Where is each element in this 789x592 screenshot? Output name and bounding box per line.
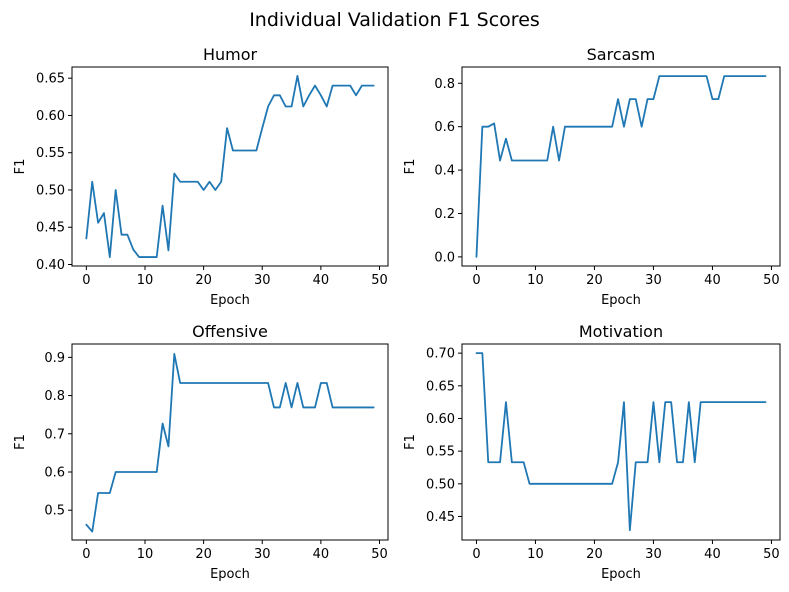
y-tick-label: 0.65	[36, 72, 65, 87]
panel-offensive: Offensive 0 10 20 30 40 50 0.5 0.6 0.7 0.8 0.9 Epoch…	[13, 322, 389, 582]
x-axis-label: Epoch	[601, 293, 641, 308]
x-tick-label: 0	[82, 273, 90, 288]
figure-suptitle: Individual Validation F1 Scores	[249, 9, 540, 31]
y-tick-label: 0.60	[36, 109, 65, 124]
y-axis-label: F1	[13, 434, 28, 450]
x-tick-label: 40	[704, 273, 721, 288]
x-tick-label: 40	[313, 273, 330, 288]
x-tick-label: 20	[586, 547, 603, 562]
x-axis-label: Epoch	[210, 293, 250, 308]
x-axis-label: Epoch	[601, 567, 641, 582]
panel-title: Motivation	[579, 322, 663, 341]
series-line-motivation	[475, 352, 767, 532]
y-tick-label: 0.0	[434, 250, 455, 265]
x-tick-label: 10	[137, 273, 154, 288]
y-tick-label: 0.6	[434, 120, 455, 135]
x-tick-label: 30	[254, 547, 271, 562]
x-tick-label: 30	[645, 273, 662, 288]
x-tick-label: 30	[254, 273, 271, 288]
y-tick-label: 0.50	[36, 183, 65, 198]
x-tick-label: 10	[137, 547, 154, 562]
axes-frame	[71, 343, 389, 541]
x-tick-label: 20	[586, 273, 603, 288]
y-tick-label: 0.60	[426, 412, 455, 427]
panel-title: Humor	[203, 45, 258, 64]
y-tick-label: 0.45	[36, 221, 65, 236]
y-tick-label: 0.5	[44, 504, 65, 519]
y-tick-label: 0.40	[36, 258, 65, 273]
panel-title: Offensive	[192, 322, 268, 341]
y-tick-label: 0.2	[434, 207, 455, 222]
x-tick-label: 10	[527, 547, 544, 562]
series-line-sarcasm	[475, 75, 767, 258]
x-tick-label: 40	[704, 547, 721, 562]
x-tick-label: 40	[313, 547, 330, 562]
y-axis-label: F1	[403, 434, 418, 450]
y-axis-label: F1	[13, 159, 28, 175]
panel-title: Sarcasm	[587, 45, 656, 64]
series-line-humor	[85, 75, 375, 258]
x-axis-label: Epoch	[210, 567, 250, 582]
y-tick-label: 0.7	[44, 427, 65, 442]
axes-frame	[461, 343, 781, 541]
y-tick-label: 0.55	[426, 445, 455, 460]
x-tick-label: 50	[371, 547, 388, 562]
x-tick-label: 50	[371, 273, 388, 288]
axes-frame	[461, 66, 781, 267]
y-tick-label: 0.4	[434, 164, 455, 179]
x-tick-label: 30	[645, 547, 662, 562]
y-tick-label: 0.6	[44, 465, 65, 480]
x-tick-label: 20	[195, 273, 212, 288]
series-line-offensive	[85, 353, 375, 533]
x-tick-label: 50	[763, 547, 780, 562]
y-tick-label: 0.55	[36, 146, 65, 161]
y-tick-label: 0.45	[426, 510, 455, 525]
axes-frame	[71, 66, 389, 267]
x-tick-label: 10	[527, 273, 544, 288]
x-tick-label: 50	[763, 273, 780, 288]
x-tick-label: 0	[82, 547, 90, 562]
panel-humor: Humor 0 10 20 30 40 50 0.40 0.45 0.50 0.55 0.60 0.65…	[13, 45, 389, 308]
y-tick-label: 0.65	[426, 379, 455, 394]
y-axis-label: F1	[403, 159, 418, 175]
y-tick-label: 0.9	[44, 351, 65, 366]
y-tick-label: 0.50	[426, 477, 455, 492]
x-tick-label: 0	[472, 547, 480, 562]
y-tick-label: 0.70	[426, 347, 455, 362]
y-tick-label: 0.8	[434, 77, 455, 92]
x-tick-label: 20	[195, 547, 212, 562]
y-tick-label: 0.8	[44, 389, 65, 404]
x-tick-label: 0	[472, 273, 480, 288]
panel-motivation: Motivation 0 10 20 30 40 50 0.45 0.50 0.55 0.60 0.6…	[403, 322, 781, 582]
panel-sarcasm: Sarcasm 0 10 20 30 40 50 0.0 0.2 0.4 0.6 0.8 Epoch F1	[403, 45, 781, 308]
